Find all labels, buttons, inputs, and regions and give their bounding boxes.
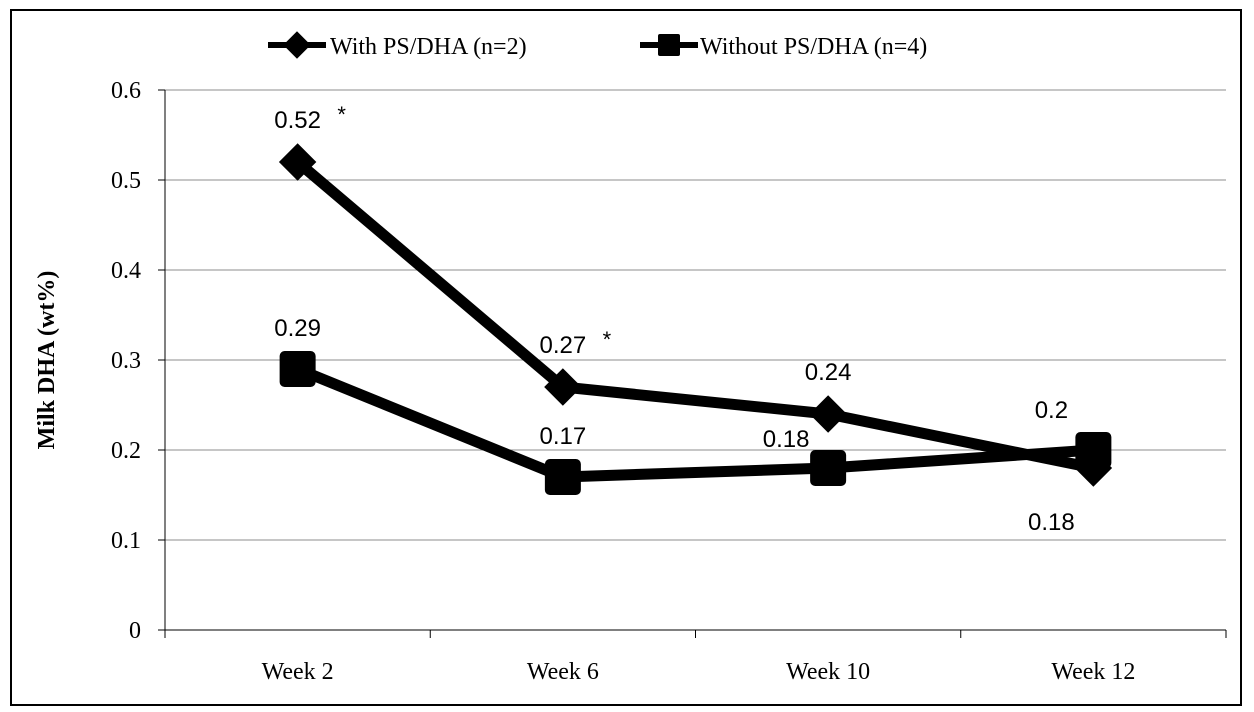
- data-label: 0.27: [540, 332, 587, 359]
- data-label: 0.52: [274, 107, 321, 134]
- y-tick-label: 0.4: [111, 258, 141, 284]
- significance-asterisk: *: [337, 102, 346, 127]
- data-labels: 0.52 * 0.27 * 0.24 0.18 0.29 0.17 0.18 0.2: [274, 102, 1074, 536]
- data-label: 0.29: [274, 315, 321, 342]
- y-tick-label: 0.1: [111, 528, 141, 554]
- data-point-diamond: [278, 143, 317, 181]
- legend-item: Without PS/DHA (n=4): [640, 34, 927, 60]
- series-line-with-ps-dha: [294, 157, 1095, 474]
- data-label: 0.17: [540, 423, 587, 450]
- legend-label: With PS/DHA (n=2): [330, 34, 527, 60]
- y-axis-label: Milk DHA (wt%): [34, 271, 60, 450]
- data-point-square: [544, 459, 581, 495]
- legend: With PS/DHA (n=2) Without PS/DHA (n=4): [268, 31, 927, 60]
- data-label: 0.24: [805, 359, 852, 386]
- data-point-diamond: [809, 395, 847, 433]
- significance-asterisk: *: [603, 327, 612, 352]
- chart-frame: [10, 9, 1242, 706]
- data-label: 0.18: [1028, 509, 1075, 536]
- y-tick-label: 0.3: [111, 348, 141, 374]
- x-tick-label: Week 2: [262, 659, 334, 685]
- series-markers: [278, 143, 1113, 495]
- data-point-square: [1075, 432, 1112, 468]
- x-tick-label: Week 12: [1051, 659, 1135, 685]
- x-tick-labels: Week 2 Week 6 Week 10 Week 12: [262, 659, 1136, 685]
- legend-label: Without PS/DHA (n=4): [700, 34, 927, 60]
- y-tick-label: 0.5: [111, 168, 141, 194]
- legend-item: With PS/DHA (n=2): [268, 31, 527, 60]
- y-tick-label: 0.2: [111, 438, 141, 464]
- series-lines: [294, 157, 1095, 483]
- data-label: 0.2: [1035, 397, 1068, 424]
- data-label: 0.18: [763, 426, 810, 453]
- y-tick-labels: 0 0.1 0.2 0.3 0.4 0.5 0.6: [111, 78, 141, 644]
- axes: [158, 89, 1227, 638]
- data-point-square: [279, 351, 316, 387]
- y-tick-label: 0.6: [111, 78, 141, 104]
- x-tick-label: Week 10: [786, 659, 870, 685]
- data-point-square: [810, 450, 847, 486]
- series-line-without-ps-dha: [295, 363, 1094, 483]
- x-tick-label: Week 6: [527, 659, 599, 685]
- legend-marker-square: [658, 34, 680, 56]
- y-tick-label: 0: [129, 618, 141, 644]
- data-point-diamond: [544, 368, 582, 406]
- legend-marker-diamond: [283, 31, 311, 59]
